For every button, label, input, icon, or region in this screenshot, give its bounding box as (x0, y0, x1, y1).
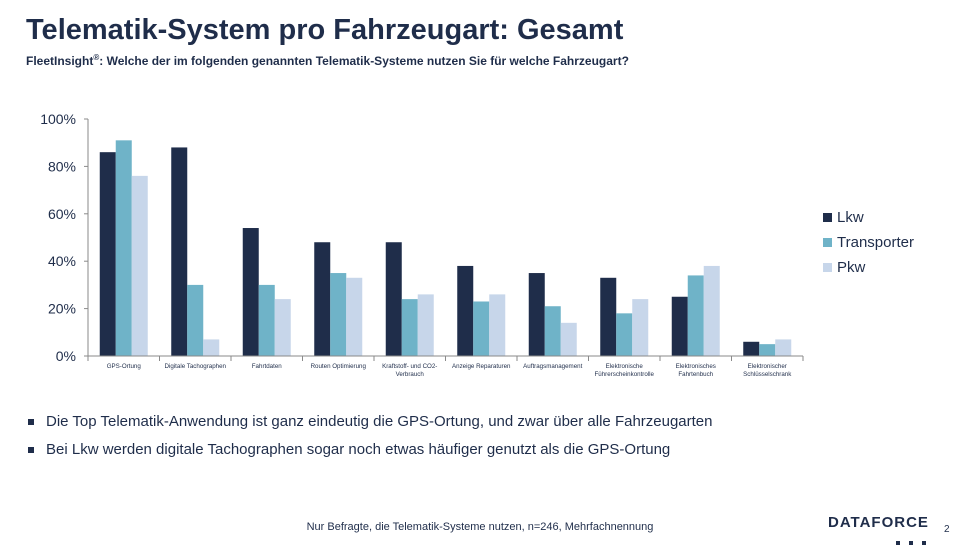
bar-lkw-3 (242, 228, 259, 356)
y-tick-label: 80% (48, 158, 76, 174)
bar-transporter-5 (401, 299, 418, 356)
x-category-label-line: Auftragsmanagement (523, 363, 582, 370)
x-category-label-line: Verbrauch (396, 371, 425, 378)
bar-pkw-9 (703, 265, 720, 356)
x-category-label-line: Anzeige Reparaturen (452, 363, 511, 370)
x-category-label: Routen Optimierung (311, 363, 367, 370)
bullet-text: Die Top Telematik-Anwendung ist ganz ein… (46, 413, 713, 430)
bar-pkw-10 (775, 339, 792, 356)
bar-pkw-7 (560, 322, 577, 356)
bar-transporter-3 (258, 284, 275, 356)
bar-transporter-4 (330, 273, 347, 356)
y-tick-label: 100% (40, 111, 76, 127)
bar-pkw-1 (131, 175, 148, 356)
bar-pkw-2 (203, 339, 220, 356)
legend-swatch-lkw (823, 213, 832, 222)
bullet-square-icon (28, 447, 34, 453)
bar-transporter-10 (759, 344, 776, 356)
legend-label-transporter: Transporter (837, 234, 914, 251)
bar-transporter-1 (115, 140, 132, 356)
bar-pkw-6 (489, 294, 506, 356)
bar-lkw-8 (600, 277, 617, 356)
x-category-label: Digitale Tachographen (165, 363, 227, 370)
dataforce-logo: DATAFORCE (828, 514, 929, 545)
bar-transporter-7 (544, 306, 561, 356)
x-category-label: Kraftstoff- und CO2-Verbrauch (382, 363, 437, 378)
page-subtitle: FleetInsight®: Welche der im folgenden g… (26, 53, 629, 68)
bar-lkw-1 (99, 152, 116, 356)
x-category-label: GPS-Ortung (107, 363, 142, 370)
legend-swatch-pkw (823, 263, 832, 272)
x-category-label-line: Elektronische (606, 363, 644, 370)
bar-lkw-10 (743, 341, 760, 356)
y-tick-label: 0% (56, 348, 76, 364)
x-category-label-line: GPS-Ortung (107, 363, 142, 370)
bar-lkw-5 (385, 242, 402, 356)
bar-lkw-4 (314, 242, 331, 356)
x-category-label-line: Routen Optimierung (311, 363, 367, 370)
bullet-text: Bei Lkw werden digitale Tachographen sog… (46, 441, 671, 458)
bullet-item: Die Top Telematik-Anwendung ist ganz ein… (26, 412, 713, 440)
bullet-list: Die Top Telematik-Anwendung ist ganz ein… (26, 412, 713, 468)
bar-transporter-9 (687, 275, 704, 356)
bullet-square-icon (28, 419, 34, 425)
legend-label-pkw: Pkw (837, 259, 866, 276)
x-category-label: Anzeige Reparaturen (452, 363, 511, 370)
bar-lkw-6 (457, 265, 474, 356)
x-category-label-line: Digitale Tachographen (165, 363, 227, 370)
y-tick-label: 60% (48, 206, 76, 222)
x-category-label-line: Schlüsselschrank (743, 371, 792, 378)
bar-pkw-3 (274, 299, 291, 356)
x-category-label: Elektronische Führerscheinkontrolle (595, 363, 655, 378)
logo-text: DATAFORCE (828, 514, 929, 531)
y-tick-label: 40% (48, 253, 76, 269)
x-category-label: Elektronischer Schlüsselschrank (743, 363, 792, 378)
page-number: 2 (944, 524, 950, 535)
bar-lkw-2 (171, 147, 188, 356)
bar-pkw-4 (346, 277, 363, 356)
x-category-label-line: Kraftstoff- und CO2- (382, 363, 437, 370)
registered-mark: ® (93, 53, 100, 62)
x-category-label: Elektronisches Fahrtenbuch (676, 363, 716, 378)
x-category-label-line: Elektronisches (676, 363, 716, 370)
bar-lkw-9 (671, 296, 688, 356)
bar-chart: 0% 20% 40% 60% 80% 100% GPS-Ortung Digitale Tac… (40, 111, 914, 378)
subtitle-brand: FleetInsight (26, 54, 94, 68)
x-category-label: Fahrtdaten (252, 363, 282, 370)
y-tick-label: 20% (48, 301, 76, 317)
bar-transporter-8 (616, 313, 633, 356)
x-category-label: Auftragsmanagement (523, 363, 582, 370)
bar-transporter-2 (187, 284, 204, 356)
bullet-item: Bei Lkw werden digitale Tachographen sog… (26, 440, 713, 468)
bar-transporter-6 (473, 301, 490, 356)
legend-swatch-transporter (823, 238, 832, 247)
x-category-label-line: Fahrtdaten (252, 363, 282, 370)
subtitle-question: : Welche der im folgenden genannten Tele… (99, 54, 629, 68)
bar-pkw-8 (632, 299, 649, 356)
bar-pkw-5 (417, 294, 434, 356)
bar-lkw-7 (528, 273, 545, 356)
legend-label-lkw: Lkw (837, 209, 864, 226)
x-category-label-line: Führerscheinkontrolle (595, 371, 655, 378)
x-category-label-line: Fahrtenbuch (678, 371, 713, 378)
logo-dots-icon (896, 532, 936, 545)
page-title: Telematik-System pro Fahrzeugart: Gesamt (26, 14, 624, 46)
footnote: Nur Befragte, die Telematik-Systeme nutz… (306, 521, 654, 533)
x-category-label-line: Elektronischer (748, 363, 787, 370)
